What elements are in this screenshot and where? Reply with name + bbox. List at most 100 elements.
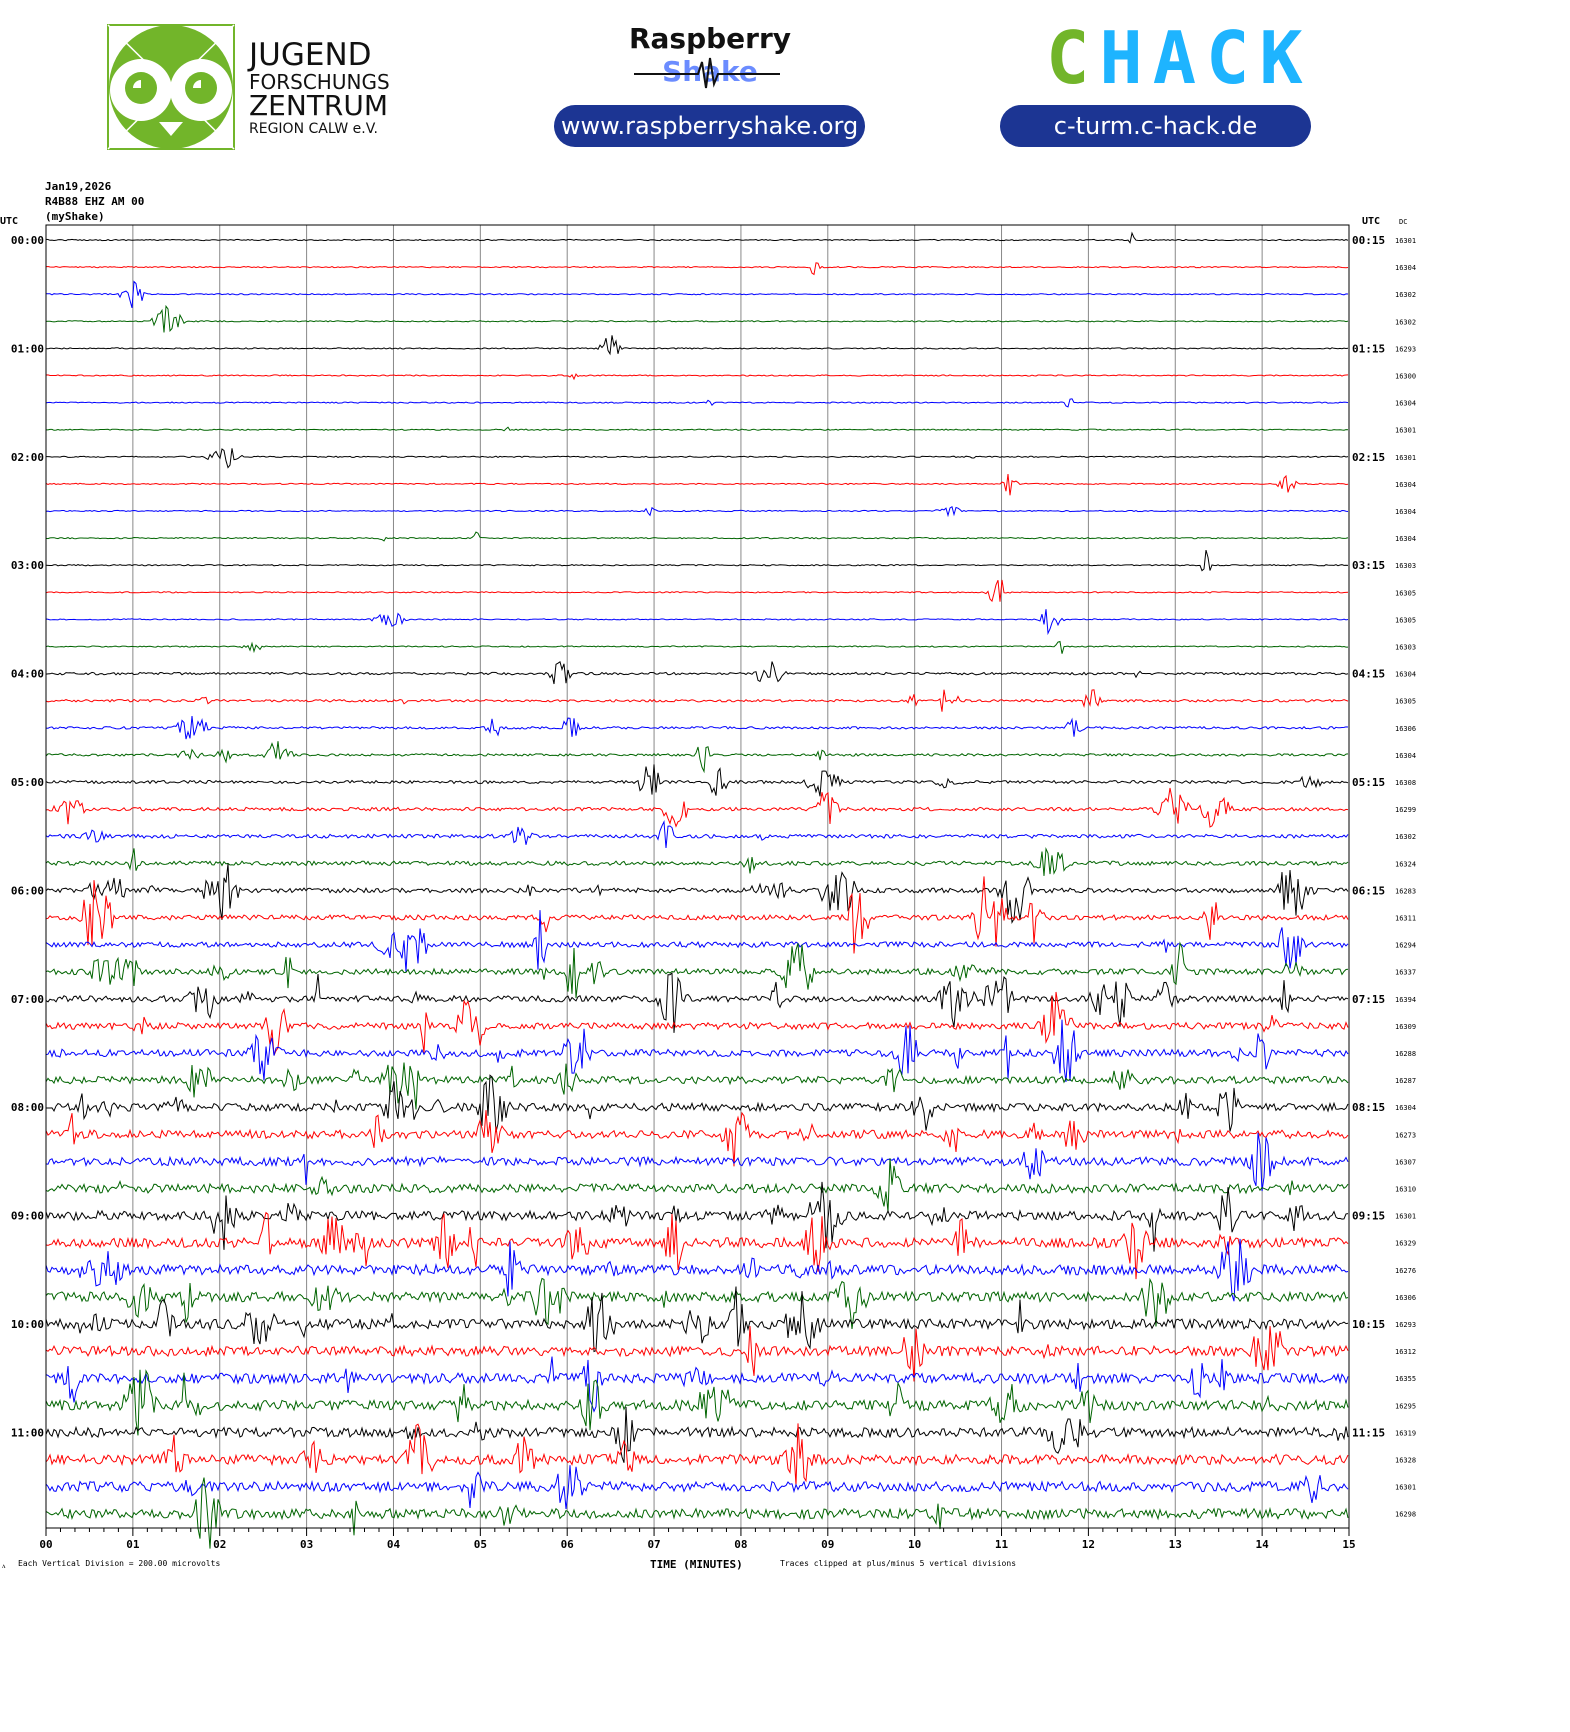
chack-logo-rest: HACK [1099,16,1313,100]
trace-32 [46,1074,1349,1133]
dc-value: 16306 [1395,1294,1416,1302]
trace-37 [45,1211,1349,1280]
trace-43 [45,1369,1349,1436]
trace-31 [45,1062,1349,1110]
right-time-label: 03:15 [1352,559,1385,572]
station-label: R4B88 EHZ AM 00 [45,195,145,208]
date-label: Jan19,2026 [45,180,112,193]
dc-value: 16337 [1395,969,1416,977]
footer-mark: ᴧ [2,1562,6,1570]
trace-44 [45,1406,1349,1463]
dc-value: 16301 [1395,237,1416,245]
trace-23 [45,846,1349,876]
trace-5 [45,373,1349,381]
x-axis-title: TIME (MINUTES) [650,1558,743,1571]
traces [45,231,1349,1549]
dc-value: 16301 [1395,1484,1416,1492]
chack-logo-c: C [1046,16,1100,100]
jfz-line1: JUGEND [249,37,372,73]
trace-19 [45,741,1349,774]
trace-26 [45,910,1349,973]
trace-2 [45,280,1349,309]
dc-value: 16283 [1395,887,1416,895]
dc-value: 16299 [1395,806,1416,814]
left-time-label: 01:00 [11,342,44,355]
x-tick-label: 03 [300,1538,313,1551]
right-time-label: 06:15 [1352,884,1385,897]
x-tick-label: 13 [1169,1538,1182,1551]
trace-3 [45,304,1349,333]
dc-value: 16301 [1395,1213,1416,1221]
dc-value: 16311 [1395,915,1416,923]
dc-value: 16301 [1395,454,1416,462]
trace-42 [45,1356,1349,1413]
footer-scale: Each Vertical Division = 200.00 microvol… [18,1559,220,1568]
dc-value: 16304 [1395,264,1416,272]
dc-value: 16328 [1395,1457,1416,1465]
dc-value: 16276 [1395,1267,1416,1275]
right-time-label: 00:15 [1352,234,1385,247]
dc-value: 16306 [1395,725,1416,733]
raspberry-shake-logo: Raspberry Shake [580,22,840,88]
raspberryshake-link[interactable]: www.raspberryshake.org [554,105,865,147]
left-time-label: 07:00 [11,993,44,1006]
trace-9 [45,474,1349,496]
trace-29 [45,991,1349,1056]
trace-30 [45,1019,1349,1082]
trace-46 [45,1465,1349,1509]
dc-value: 16302 [1395,291,1416,299]
grid [45,225,1350,1536]
rs-brand1: Raspberry [628,22,792,55]
trace-21 [45,787,1349,828]
dc-value: 16295 [1395,1402,1416,1410]
footer-clip: Traces clipped at plus/minus 5 vertical … [780,1559,1016,1568]
x-tick-label: 04 [387,1538,401,1551]
trace-36 [45,1181,1349,1252]
x-tick-label: 02 [213,1538,226,1551]
trace-7 [46,426,1349,432]
jfz-logo [107,24,235,150]
jfz-line3: ZENTRUM [249,89,389,122]
left-time-label: 10:00 [11,1318,44,1331]
trace-45 [45,1423,1349,1486]
x-tick-label: 09 [821,1538,834,1551]
trace-13 [45,579,1349,603]
trace-27 [45,941,1349,999]
dc-value: 16302 [1395,318,1416,326]
dc-header: DC [1399,218,1407,226]
right-time-label: 09:15 [1352,1210,1385,1223]
dc-value: 16304 [1395,1104,1416,1112]
dc-value: 16394 [1395,996,1416,1004]
left-time-label: 09:00 [11,1210,44,1223]
trace-33 [45,1110,1349,1167]
dc-value: 16301 [1395,427,1416,435]
dc-value: 16273 [1395,1131,1416,1139]
trace-47 [45,1477,1349,1549]
right-time-label: 10:15 [1352,1318,1385,1331]
x-tick-label: 08 [734,1538,747,1551]
x-tick-label: 10 [908,1538,921,1551]
jfz-name: JUGEND FORSCHUNGS ZENTRUM REGION CALW e.… [249,37,390,137]
labels: 00 01 02 03 04 05 06 07 08 09 10 11 12 13 14 15 UTC UTC DC… [0,216,1416,1571]
chack-url[interactable]: c-turm.c-hack.de [1053,112,1258,140]
trace-4 [46,335,1349,356]
trace-10 [45,506,1349,518]
chack-link[interactable]: c-turm.c-hack.de [1000,105,1311,147]
trace-40 [45,1286,1349,1353]
left-time-label: 03:00 [11,559,44,572]
seismogram-icon [634,57,780,89]
dc-value: 16287 [1395,1077,1416,1085]
left-time-label: 05:00 [11,776,44,789]
dc-value: 16304 [1395,752,1416,760]
dc-value: 16329 [1395,1240,1416,1248]
raspberryshake-url[interactable]: www.raspberryshake.org [560,112,859,140]
x-tick-label: 14 [1256,1538,1270,1551]
trace-41 [45,1325,1349,1382]
dc-value: 16300 [1395,373,1416,381]
trace-14 [45,609,1349,636]
dc-value: 16305 [1395,616,1416,624]
owl-icon [107,24,235,150]
x-tick-label: 01 [126,1538,140,1551]
dc-value: 16294 [1395,942,1416,950]
